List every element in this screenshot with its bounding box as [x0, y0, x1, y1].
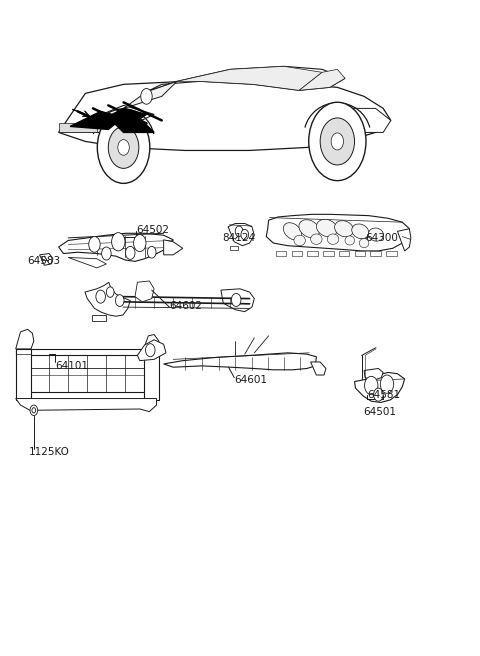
- Text: 64581: 64581: [367, 390, 400, 400]
- Circle shape: [108, 127, 139, 169]
- Circle shape: [235, 226, 243, 237]
- Ellipse shape: [335, 220, 353, 237]
- Circle shape: [364, 377, 378, 395]
- Circle shape: [309, 102, 366, 180]
- Polygon shape: [370, 251, 381, 256]
- Polygon shape: [339, 251, 349, 256]
- Circle shape: [331, 133, 344, 150]
- Polygon shape: [164, 353, 316, 370]
- Polygon shape: [164, 240, 183, 255]
- Circle shape: [145, 344, 155, 357]
- Polygon shape: [16, 349, 31, 400]
- Circle shape: [241, 230, 249, 240]
- Polygon shape: [397, 229, 411, 251]
- Polygon shape: [59, 81, 391, 150]
- Polygon shape: [85, 282, 130, 316]
- Polygon shape: [221, 289, 254, 312]
- Circle shape: [97, 112, 150, 184]
- Circle shape: [96, 290, 106, 303]
- Polygon shape: [16, 329, 34, 349]
- Circle shape: [30, 405, 37, 415]
- Polygon shape: [59, 234, 173, 261]
- Polygon shape: [123, 81, 177, 108]
- Polygon shape: [230, 246, 238, 250]
- Circle shape: [147, 247, 156, 258]
- Text: 1125KO: 1125KO: [29, 447, 70, 457]
- Polygon shape: [21, 392, 156, 399]
- Polygon shape: [386, 251, 396, 256]
- Polygon shape: [307, 251, 318, 256]
- Polygon shape: [39, 253, 53, 265]
- Ellipse shape: [327, 234, 339, 245]
- Circle shape: [32, 407, 36, 413]
- Polygon shape: [177, 66, 322, 91]
- Ellipse shape: [316, 219, 337, 237]
- Ellipse shape: [360, 239, 369, 248]
- Circle shape: [118, 140, 129, 155]
- Circle shape: [107, 287, 114, 297]
- Polygon shape: [146, 66, 345, 92]
- Text: 64583: 64583: [28, 256, 61, 266]
- Text: 64502: 64502: [136, 225, 169, 235]
- Circle shape: [380, 375, 394, 394]
- Circle shape: [141, 89, 152, 104]
- Polygon shape: [311, 362, 326, 375]
- Polygon shape: [337, 108, 391, 133]
- Polygon shape: [144, 335, 159, 349]
- Polygon shape: [92, 315, 107, 321]
- Circle shape: [116, 295, 124, 306]
- Ellipse shape: [299, 220, 320, 237]
- Polygon shape: [276, 251, 286, 256]
- Text: 64602: 64602: [169, 301, 203, 311]
- Polygon shape: [323, 251, 334, 256]
- Ellipse shape: [311, 234, 322, 245]
- Polygon shape: [59, 123, 97, 133]
- Ellipse shape: [294, 236, 305, 246]
- Polygon shape: [68, 257, 107, 268]
- Ellipse shape: [345, 236, 355, 245]
- Polygon shape: [16, 399, 156, 411]
- Circle shape: [102, 247, 111, 260]
- Polygon shape: [291, 251, 302, 256]
- Polygon shape: [137, 340, 166, 361]
- Text: 84124: 84124: [222, 233, 255, 243]
- Circle shape: [89, 237, 100, 252]
- Polygon shape: [299, 70, 345, 91]
- Polygon shape: [144, 349, 159, 400]
- Text: 64601: 64601: [234, 375, 267, 385]
- Polygon shape: [266, 215, 409, 251]
- Polygon shape: [59, 106, 154, 133]
- Ellipse shape: [352, 224, 369, 239]
- Polygon shape: [135, 281, 154, 302]
- Ellipse shape: [283, 222, 301, 240]
- Circle shape: [112, 233, 125, 251]
- Text: 64501: 64501: [363, 407, 396, 417]
- Polygon shape: [355, 251, 365, 256]
- Circle shape: [231, 293, 241, 306]
- Circle shape: [133, 235, 146, 251]
- Circle shape: [125, 247, 135, 259]
- Ellipse shape: [368, 228, 384, 241]
- Text: 64300: 64300: [365, 233, 398, 243]
- Polygon shape: [70, 112, 123, 129]
- Polygon shape: [101, 108, 146, 125]
- Text: 64101: 64101: [55, 361, 88, 371]
- Polygon shape: [355, 373, 405, 403]
- Circle shape: [373, 388, 383, 401]
- Polygon shape: [228, 224, 254, 246]
- Circle shape: [320, 118, 355, 165]
- Polygon shape: [364, 369, 383, 380]
- Polygon shape: [108, 117, 154, 133]
- Polygon shape: [16, 349, 159, 356]
